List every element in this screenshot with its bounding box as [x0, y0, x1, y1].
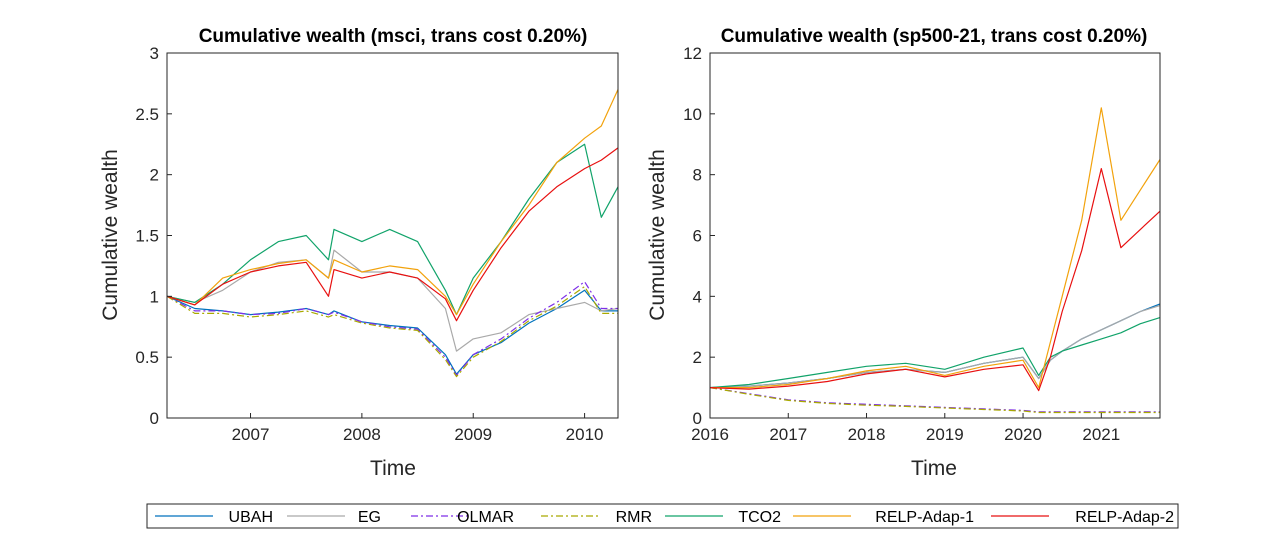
chart-msci-series-olmar	[166, 281, 618, 376]
legend-label-eg: EG	[358, 509, 381, 526]
chart-msci-series-relp-adap-2	[166, 147, 619, 322]
chart-sp500-series-rmr	[709, 387, 1160, 414]
chart-sp500-y-tick-label: 12	[683, 44, 702, 63]
chart-msci-series-relp-adap-1	[166, 89, 619, 316]
legend-label-tco2: TCO2	[738, 509, 781, 526]
legend-items: UBAH EG OLMAR RMR TCO2 RELP-Adap-1 RELP-Adap-2	[155, 509, 1174, 526]
chart-sp500-series-tco2	[709, 317, 1161, 389]
chart-msci-y-tick-label: 0.5	[135, 348, 159, 367]
chart-sp500-x-tick-label: 2021	[1082, 425, 1120, 444]
chart-msci-x-axis-label: Time	[370, 457, 416, 480]
chart-sp500-x-tick-label: 2017	[769, 425, 807, 444]
legend-label-rmr: RMR	[616, 509, 652, 526]
chart-sp500-y-axis-label: Cumulative wealth	[646, 149, 669, 321]
chart-sp500-y-tick-label: 2	[693, 348, 702, 367]
legend: UBAH EG OLMAR RMR TCO2 RELP-Adap-1 RELP-Adap-2	[146, 503, 1179, 529]
chart-msci: Cumulative wealth (msci, trans cost 0.20…	[99, 26, 619, 480]
chart-sp500-x-tick-label: 2019	[926, 425, 964, 444]
chart-sp500-y-tick-label: 4	[693, 287, 702, 306]
chart-msci-ticks: 2007 2008 2009 2010 0 0.5 1 1.5 2 2.5 3	[135, 44, 603, 444]
chart-msci-y-tick-label: 1	[150, 287, 159, 306]
chart-sp500-x-tick-label: 2020	[1004, 425, 1042, 444]
chart-sp500-y-tick-label: 0	[693, 409, 702, 428]
chart-msci-y-axis-label: Cumulative wealth	[99, 149, 122, 321]
chart-sp500-series-relp-adap-1	[710, 107, 1161, 389]
chart-sp500-y-tick-label: 8	[693, 166, 702, 185]
chart-sp500-x-axis-label: Time	[911, 457, 957, 480]
chart-sp500-x-tick-label: 2016	[691, 425, 729, 444]
chart-msci-x-tick-label: 2008	[343, 425, 381, 444]
chart-sp500-series-group	[709, 107, 1161, 414]
chart-msci-y-tick-label: 3	[150, 44, 159, 63]
chart-msci-x-tick-label: 2010	[566, 425, 604, 444]
chart-sp500-x-tick-label: 2018	[848, 425, 886, 444]
chart-sp500: Cumulative wealth (sp500-21, trans cost …	[646, 26, 1161, 480]
legend-label-relp-adap-2: RELP-Adap-2	[1075, 509, 1174, 526]
chart-sp500-ticks: 2016 2017 2018 2019 2020 2021 0 2 4 6 8 10 12	[683, 44, 1120, 444]
legend-label-relp-adap-1: RELP-Adap-1	[875, 509, 974, 526]
chart-msci-y-tick-label: 2.5	[135, 105, 159, 124]
chart-msci-series-group	[166, 89, 619, 378]
legend-label-ubah: UBAH	[229, 509, 273, 526]
chart-sp500-series-relp-adap-2	[709, 168, 1161, 392]
chart-msci-y-tick-label: 0	[150, 409, 159, 428]
chart-msci-x-tick-label: 2007	[232, 425, 270, 444]
chart-msci-y-tick-label: 2	[150, 166, 159, 185]
chart-sp500-y-tick-label: 10	[683, 105, 702, 124]
legend-label-olmar: OLMAR	[457, 509, 514, 526]
chart-sp500-y-tick-label: 6	[693, 227, 702, 246]
chart-msci-title: Cumulative wealth (msci, trans cost 0.20…	[199, 26, 588, 47]
chart-msci-x-tick-label: 2009	[454, 425, 492, 444]
chart-sp500-title: Cumulative wealth (sp500-21, trans cost …	[721, 26, 1148, 47]
chart-msci-y-tick-label: 1.5	[135, 227, 159, 246]
chart-msci-series-rmr	[166, 286, 618, 378]
